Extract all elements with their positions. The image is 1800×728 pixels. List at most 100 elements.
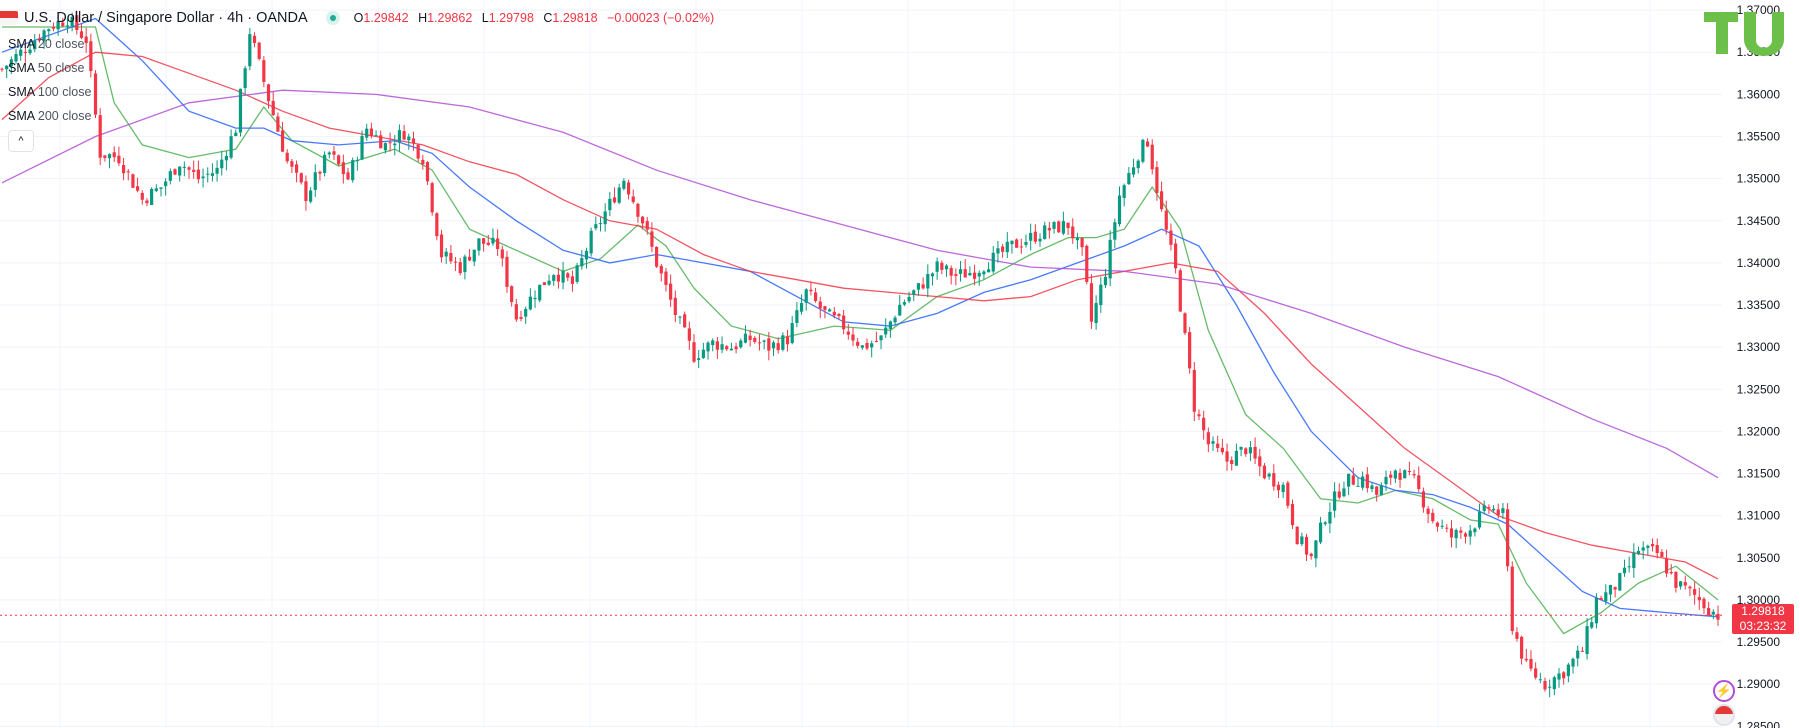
candle-body	[327, 152, 331, 155]
flash-icon[interactable]: ⚡	[1713, 680, 1735, 702]
candle-body	[140, 192, 144, 200]
us-flag-icon[interactable]	[1713, 704, 1735, 726]
candle-body	[1365, 474, 1369, 489]
candle-body	[1248, 447, 1253, 454]
candle-body	[1347, 473, 1351, 487]
candle-body	[1412, 473, 1416, 476]
candle-body	[341, 162, 345, 175]
candle-body	[1337, 491, 1341, 498]
market-status-icon[interactable]	[325, 11, 340, 25]
candle-body	[1323, 522, 1327, 525]
candle-body	[126, 171, 130, 173]
chevron-up-icon: ^	[18, 135, 24, 147]
candle-body	[159, 187, 163, 189]
candle-body	[1211, 441, 1215, 444]
candle-body	[1571, 658, 1575, 667]
candle-body	[1389, 474, 1393, 478]
candle-body	[842, 315, 846, 330]
candle-body	[467, 256, 472, 261]
candle-body	[669, 283, 673, 300]
candle-body	[888, 321, 892, 329]
candle-body	[1618, 573, 1622, 591]
candle-body	[1328, 511, 1332, 524]
candle-body	[912, 290, 916, 295]
candle-body	[720, 344, 724, 350]
candle-body	[589, 230, 593, 254]
candle-body	[1384, 476, 1388, 485]
collapse-legend-button[interactable]: ^	[8, 130, 34, 152]
price-axis-tick-label: 1.35500	[1737, 130, 1781, 144]
indicator-params: 20 close	[37, 37, 85, 51]
candle-body	[276, 116, 280, 132]
high-label: H	[418, 11, 428, 25]
candle-body	[1622, 567, 1627, 574]
candle-body	[977, 272, 981, 277]
candle-body	[1010, 240, 1014, 245]
indicator-sma-20[interactable]: SMA 20 close	[8, 32, 91, 56]
candle-body	[1538, 679, 1542, 681]
candle-body	[220, 159, 224, 169]
candle-body	[1477, 511, 1482, 528]
candle-body	[449, 252, 453, 262]
candle-body	[561, 270, 565, 283]
candle-body	[318, 171, 322, 174]
indicator-sma-50[interactable]: SMA 50 close	[8, 56, 91, 80]
candle-body	[168, 171, 172, 181]
close-value: 1.29818	[552, 11, 598, 25]
candle-body	[1557, 673, 1561, 680]
candle-body	[1664, 558, 1669, 574]
candle-body	[846, 331, 850, 335]
candle-body	[107, 154, 112, 159]
candle-body	[1295, 526, 1299, 545]
candle-body	[626, 182, 631, 195]
candle-body	[453, 261, 458, 263]
candle-body	[921, 284, 925, 289]
candle-body	[898, 304, 902, 316]
bar-countdown: 03:23:32	[1739, 619, 1787, 633]
indicator-sma-200[interactable]: SMA 200 close	[8, 104, 91, 128]
candle-body	[1206, 432, 1210, 445]
candle-body	[1202, 417, 1206, 431]
candle-body	[1510, 566, 1514, 632]
candle-body	[65, 25, 70, 27]
candle-body	[308, 190, 313, 202]
candle-body	[61, 22, 65, 27]
price-axis-tick-label: 1.32000	[1737, 424, 1781, 438]
candle-body	[1342, 488, 1346, 497]
candle-body	[1136, 160, 1140, 169]
candle-body	[655, 246, 659, 267]
candle-body	[351, 160, 355, 181]
candle-body	[1697, 596, 1701, 601]
candle-body	[1281, 484, 1285, 493]
indicator-params: 200 close	[37, 109, 92, 123]
price-axis-tick-label: 1.29500	[1737, 635, 1781, 649]
candle-body	[79, 31, 84, 38]
candle-body	[444, 251, 448, 257]
candle-body	[121, 164, 126, 174]
candle-body	[1417, 475, 1421, 490]
indicator-sma-100[interactable]: SMA 100 close	[8, 80, 91, 104]
candle-body	[1375, 486, 1379, 495]
candle-body	[636, 203, 640, 217]
candle-body	[290, 161, 294, 167]
tradingview-logo-icon[interactable]	[1704, 10, 1790, 56]
candle-body	[1449, 528, 1454, 538]
candle-body	[617, 187, 621, 203]
candle-body	[528, 296, 532, 310]
change-value: −0.00023 (−0.02%)	[607, 11, 715, 25]
candle-body	[355, 160, 359, 162]
candle-body	[89, 41, 93, 72]
candle-body	[762, 340, 766, 342]
candle-body	[678, 316, 682, 318]
candle-body	[365, 128, 369, 138]
symbol-title[interactable]: U.S. Dollar / Singapore Dollar · 4h · OA…	[24, 10, 308, 26]
candle-body	[84, 36, 88, 44]
candle-body	[715, 341, 719, 350]
candle-body	[505, 256, 509, 287]
candle-body	[1501, 508, 1505, 514]
candle-body	[313, 172, 317, 190]
candle-body	[360, 135, 364, 160]
candle-body	[566, 273, 570, 278]
candle-body	[1426, 508, 1430, 515]
